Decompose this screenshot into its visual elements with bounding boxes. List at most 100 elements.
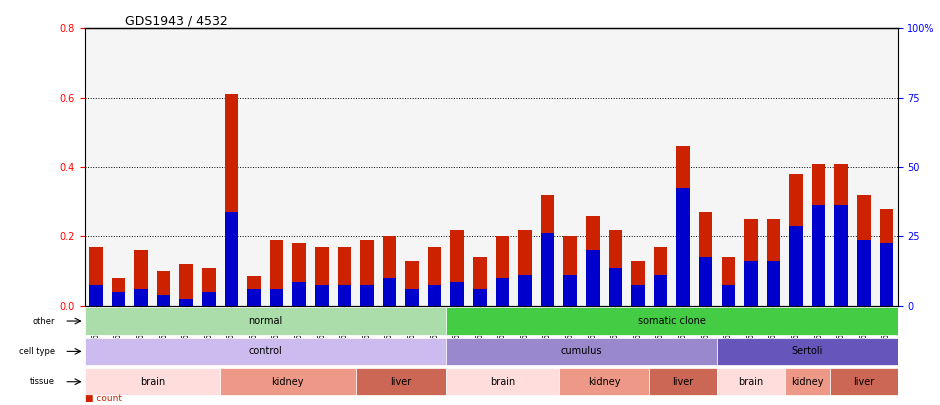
FancyBboxPatch shape (446, 307, 898, 335)
Bar (247, 292, 260, 306)
Bar (225, 215, 238, 306)
Bar (112, 295, 125, 306)
FancyBboxPatch shape (559, 368, 650, 395)
Bar (631, 261, 645, 306)
Bar (89, 288, 102, 306)
Text: GDS1943 / 4532: GDS1943 / 4532 (125, 14, 228, 27)
Text: liver: liver (854, 377, 874, 387)
Bar (812, 164, 825, 306)
Bar (835, 209, 848, 306)
Bar (790, 226, 803, 233)
Bar (540, 233, 555, 240)
Bar (450, 281, 464, 288)
FancyBboxPatch shape (446, 338, 717, 365)
Bar (608, 230, 622, 306)
Text: liver: liver (390, 377, 412, 387)
Bar (202, 268, 215, 306)
Bar (383, 278, 397, 285)
Bar (699, 212, 713, 306)
Bar (428, 285, 442, 292)
Bar (677, 146, 690, 306)
Bar (812, 205, 825, 212)
Bar (880, 247, 893, 306)
Bar (247, 276, 260, 306)
Bar (450, 230, 464, 306)
Bar (495, 278, 509, 285)
Text: liver: liver (672, 377, 694, 387)
Text: brain: brain (490, 377, 515, 387)
Bar (157, 299, 170, 306)
Text: kidney: kidney (791, 377, 823, 387)
Text: somatic clone: somatic clone (638, 316, 706, 326)
Bar (134, 292, 148, 306)
Bar (270, 240, 283, 306)
Bar (563, 278, 577, 306)
FancyBboxPatch shape (830, 368, 898, 395)
Bar (337, 288, 352, 306)
Bar (292, 281, 306, 288)
Text: control: control (248, 346, 282, 356)
Bar (857, 240, 870, 247)
Bar (767, 261, 780, 268)
FancyBboxPatch shape (85, 307, 446, 335)
Bar (292, 285, 306, 306)
Bar (202, 292, 215, 299)
FancyBboxPatch shape (85, 338, 446, 365)
Text: other: other (33, 317, 55, 326)
Bar (315, 285, 329, 292)
Bar (722, 257, 735, 306)
Bar (360, 288, 374, 306)
Bar (586, 215, 600, 306)
Bar (653, 278, 667, 306)
Bar (677, 188, 690, 195)
Bar (790, 174, 803, 306)
Text: ■ count: ■ count (85, 394, 121, 403)
Bar (608, 271, 622, 306)
Bar (450, 285, 464, 306)
Bar (112, 278, 125, 306)
Bar (608, 268, 622, 275)
Bar (225, 212, 238, 219)
Bar (180, 303, 193, 306)
Bar (857, 195, 870, 306)
Bar (180, 264, 193, 306)
Bar (405, 288, 419, 295)
Bar (292, 243, 306, 306)
Bar (699, 257, 713, 264)
Text: kidney: kidney (588, 377, 620, 387)
Bar (563, 237, 577, 306)
Bar (270, 292, 283, 306)
Bar (744, 264, 758, 306)
Bar (744, 219, 758, 306)
Text: kidney: kidney (272, 377, 305, 387)
Bar (563, 275, 577, 281)
Bar (744, 261, 758, 268)
Bar (540, 195, 555, 306)
Bar (270, 288, 283, 295)
Bar (631, 288, 645, 306)
FancyBboxPatch shape (446, 368, 559, 395)
Bar (337, 247, 352, 306)
Bar (360, 240, 374, 306)
Bar (225, 94, 238, 306)
FancyBboxPatch shape (717, 338, 898, 365)
FancyBboxPatch shape (355, 368, 446, 395)
Bar (880, 209, 893, 306)
Bar (699, 261, 713, 306)
Bar (586, 250, 600, 257)
Bar (518, 278, 532, 306)
Bar (157, 295, 170, 303)
Bar (473, 292, 487, 306)
Bar (677, 192, 690, 306)
FancyBboxPatch shape (85, 368, 220, 395)
FancyBboxPatch shape (650, 368, 717, 395)
FancyBboxPatch shape (785, 368, 830, 395)
Text: brain: brain (140, 377, 165, 387)
Bar (857, 243, 870, 306)
Text: tissue: tissue (30, 377, 55, 386)
Bar (134, 288, 148, 295)
Bar (383, 237, 397, 306)
Bar (247, 288, 260, 295)
Bar (315, 247, 329, 306)
Bar (722, 285, 735, 292)
